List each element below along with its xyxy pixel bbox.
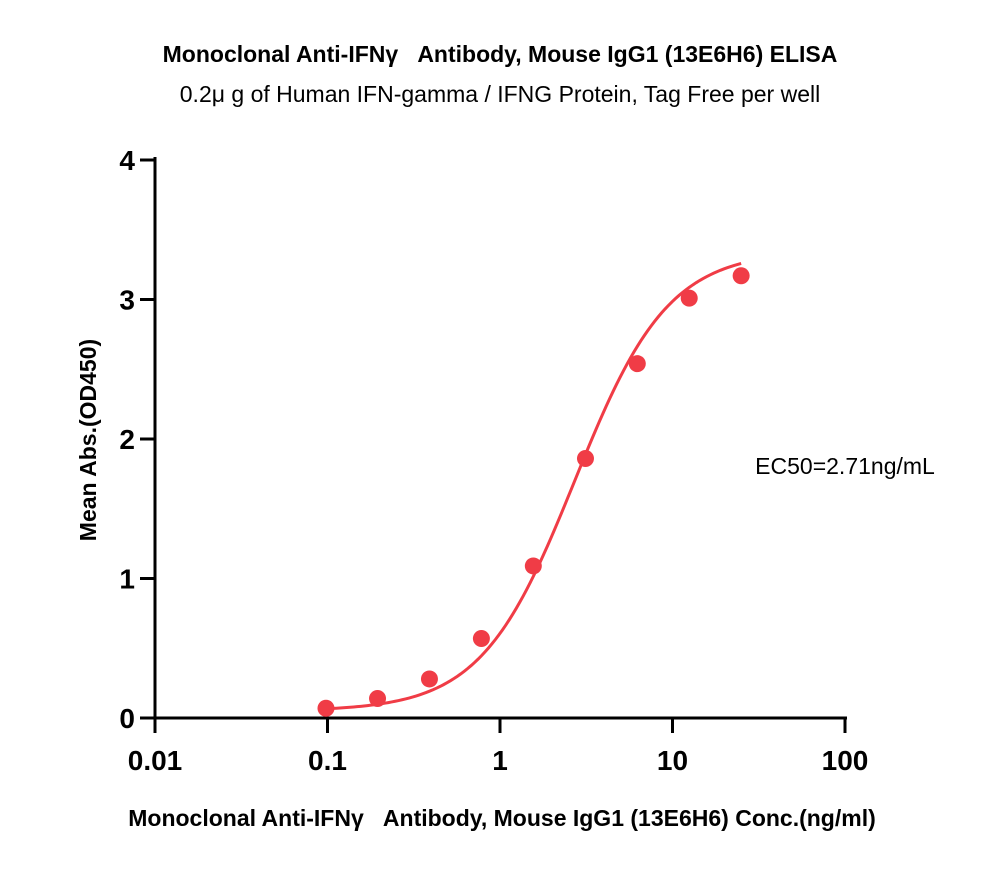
ec50-annotation: EC50=2.71ng/mL: [755, 453, 935, 479]
data-point: [524, 557, 542, 575]
fit-curve: [325, 262, 742, 711]
chart-title: Monoclonal Anti-IFNγ Antibody, Mouse IgG…: [163, 41, 838, 67]
chart-subtitle: 0.2μ g of Human IFN-gamma / IFNG Protein…: [180, 81, 820, 107]
data-point: [369, 689, 387, 707]
y-axis-label: Mean Abs.(OD450): [75, 339, 101, 541]
data-point: [732, 267, 750, 285]
y-tick-label: 4: [119, 145, 135, 176]
data-point: [628, 355, 646, 373]
x-tick-label: 1: [492, 745, 508, 776]
x-tick-label: 10: [657, 745, 688, 776]
y-tick-label: 1: [119, 564, 135, 595]
data-point: [420, 670, 438, 688]
plot-area: 0 1 2 3 4 0.01 0.1 1 10 100: [119, 145, 868, 776]
data-point: [576, 450, 594, 468]
y-tick-label: 2: [119, 424, 135, 455]
data-point: [317, 699, 335, 717]
data-point: [680, 289, 698, 307]
data-points: [317, 267, 750, 717]
y-tick-label: 3: [119, 285, 135, 316]
x-axis-label: Monoclonal Anti-IFNγ Antibody, Mouse IgG…: [128, 805, 876, 831]
x-tick-label: 0.01: [128, 745, 183, 776]
y-ticks: 0 1 2 3 4: [119, 145, 155, 734]
x-ticks: 0.01 0.1 1 10 100: [128, 718, 869, 776]
y-tick-label: 0: [119, 703, 135, 734]
x-tick-label: 100: [822, 745, 869, 776]
x-tick-label: 0.1: [308, 745, 347, 776]
data-point: [472, 629, 490, 647]
